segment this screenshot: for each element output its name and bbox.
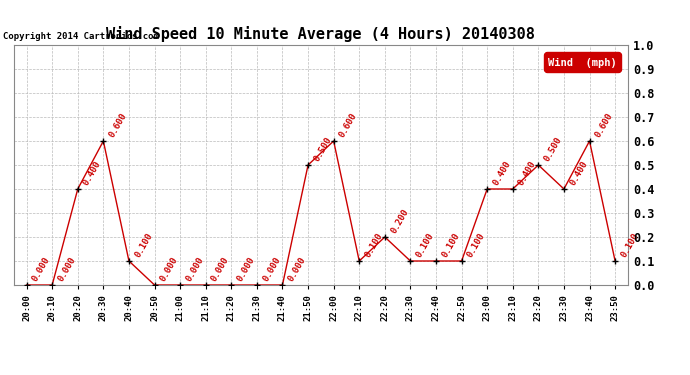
Text: 0.100: 0.100 bbox=[364, 231, 384, 259]
Text: 0.100: 0.100 bbox=[415, 231, 436, 259]
Text: 0.000: 0.000 bbox=[159, 255, 180, 283]
Text: 0.500: 0.500 bbox=[542, 135, 564, 163]
Text: 0.400: 0.400 bbox=[82, 159, 104, 187]
Text: 0.000: 0.000 bbox=[286, 255, 308, 283]
Text: 0.000: 0.000 bbox=[184, 255, 206, 283]
Text: 0.200: 0.200 bbox=[389, 207, 411, 235]
Text: 0.600: 0.600 bbox=[338, 111, 359, 139]
Text: 0.000: 0.000 bbox=[31, 255, 52, 283]
Text: 0.400: 0.400 bbox=[491, 159, 513, 187]
Text: 0.400: 0.400 bbox=[568, 159, 589, 187]
Text: 0.000: 0.000 bbox=[57, 255, 77, 283]
Text: 0.100: 0.100 bbox=[466, 231, 487, 259]
Text: 0.000: 0.000 bbox=[261, 255, 282, 283]
Text: 0.000: 0.000 bbox=[235, 255, 257, 283]
Text: 0.100: 0.100 bbox=[133, 231, 155, 259]
Text: 0.600: 0.600 bbox=[593, 111, 615, 139]
Title: Wind Speed 10 Minute Average (4 Hours) 20140308: Wind Speed 10 Minute Average (4 Hours) 2… bbox=[106, 27, 535, 42]
Text: 0.100: 0.100 bbox=[619, 231, 640, 259]
Text: Copyright 2014 Cartronics.com: Copyright 2014 Cartronics.com bbox=[3, 32, 159, 41]
Legend: Wind  (mph): Wind (mph) bbox=[544, 52, 621, 72]
Text: 0.400: 0.400 bbox=[517, 159, 538, 187]
Text: 0.100: 0.100 bbox=[440, 231, 462, 259]
Text: 0.500: 0.500 bbox=[312, 135, 333, 163]
Text: 0.600: 0.600 bbox=[108, 111, 129, 139]
Text: 0.000: 0.000 bbox=[210, 255, 231, 283]
